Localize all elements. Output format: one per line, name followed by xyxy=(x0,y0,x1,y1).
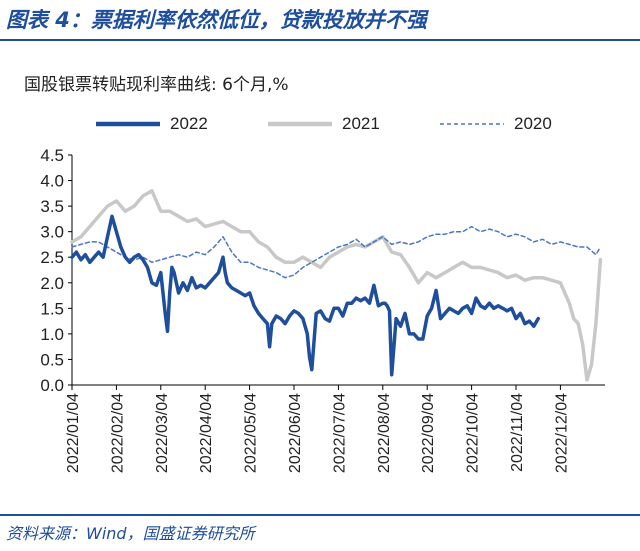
line-chart: 0.0 0.5 1.0 1.5 2.0 2.5 3.0 3.5 4.0 4.5 2022/01/04… xyxy=(40,146,605,473)
y-tick-label: 2.5 xyxy=(40,248,64,267)
x-tick-label: 2022/05/04 xyxy=(243,393,260,473)
y-tick-label: 0.5 xyxy=(40,350,64,369)
legend-label-2020: 2020 xyxy=(514,114,552,133)
x-tick-label: 2022/10/04 xyxy=(465,393,482,473)
legend-swatch-2020 xyxy=(440,123,504,125)
y-tick-label: 1.0 xyxy=(40,325,64,344)
series-line-2022 xyxy=(70,214,540,377)
x-tick-label: 2022/09/04 xyxy=(420,393,437,473)
legend-label-2021: 2021 xyxy=(342,114,380,133)
y-tick-label: 3.5 xyxy=(40,197,64,216)
x-tick-label: 2022/08/04 xyxy=(376,393,393,473)
y-tick-label: 1.5 xyxy=(40,299,64,318)
y-tick-label: 3.0 xyxy=(40,223,64,242)
legend-item-2022: 2022 xyxy=(96,112,208,136)
x-tick-label: 2022/11/04 xyxy=(509,393,526,472)
legend-item-2020: 2020 xyxy=(440,112,552,136)
chart-legend: 2022 2021 2020 xyxy=(0,112,640,136)
bottom-rule xyxy=(0,514,640,516)
series-line-2020 xyxy=(71,225,602,279)
source-note: 资料来源：Wind，国盛证券研究所 xyxy=(6,524,255,543)
legend-swatch-2021 xyxy=(268,121,332,127)
x-tick-label: 2022/04/04 xyxy=(198,393,215,473)
title-rule xyxy=(0,39,640,41)
y-tick-label: 0.0 xyxy=(40,376,64,395)
series-line-2021 xyxy=(70,189,603,382)
x-tick-label: 2022/06/04 xyxy=(287,393,304,473)
legend-item-2021: 2021 xyxy=(268,112,380,136)
x-tick-label: 2022/01/04 xyxy=(65,393,82,473)
legend-swatch-2022 xyxy=(96,121,160,127)
x-tick-label: 2022/12/04 xyxy=(553,393,570,473)
x-tick-label: 2022/02/04 xyxy=(109,393,126,473)
x-tick-label: 2022/07/04 xyxy=(331,393,348,473)
y-tick-label: 4.5 xyxy=(40,146,64,165)
x-tick-label: 2022/03/04 xyxy=(154,393,171,473)
y-tick-label: 2.0 xyxy=(40,274,64,293)
chart-title: 国股银票转贴现利率曲线: 6个月,% xyxy=(24,75,289,95)
figure-title: 图表 4：票据利率依然低位，贷款投放并不强 xyxy=(6,8,427,32)
y-tick-label: 4.0 xyxy=(40,172,64,191)
legend-label-2022: 2022 xyxy=(170,114,208,133)
